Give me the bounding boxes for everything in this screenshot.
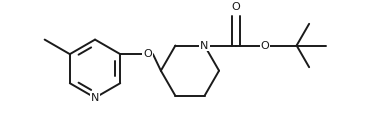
Text: N: N [91,93,99,103]
Text: N: N [200,40,209,51]
Text: O: O [143,49,152,59]
Text: O: O [261,40,270,51]
Text: O: O [232,2,241,12]
